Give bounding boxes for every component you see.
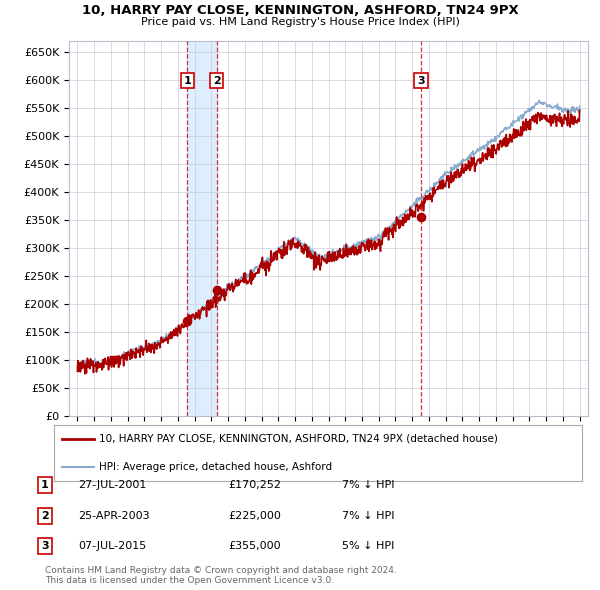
Text: £170,252: £170,252	[228, 480, 281, 490]
Text: Price paid vs. HM Land Registry's House Price Index (HPI): Price paid vs. HM Land Registry's House …	[140, 17, 460, 27]
Text: Contains HM Land Registry data © Crown copyright and database right 2024.
This d: Contains HM Land Registry data © Crown c…	[45, 566, 397, 585]
Text: 10, HARRY PAY CLOSE, KENNINGTON, ASHFORD, TN24 9PX (detached house): 10, HARRY PAY CLOSE, KENNINGTON, ASHFORD…	[99, 434, 498, 444]
Text: 3: 3	[41, 542, 49, 551]
Text: 2: 2	[213, 76, 221, 86]
Text: 27-JUL-2001: 27-JUL-2001	[78, 480, 146, 490]
Text: 1: 1	[41, 480, 49, 490]
Bar	[187, 41, 217, 416]
Text: 7% ↓ HPI: 7% ↓ HPI	[342, 480, 395, 490]
Text: 3: 3	[417, 76, 425, 86]
Text: HPI: Average price, detached house, Ashford: HPI: Average price, detached house, Ashf…	[99, 462, 332, 472]
Text: £225,000: £225,000	[228, 511, 281, 520]
Text: 7% ↓ HPI: 7% ↓ HPI	[342, 511, 395, 520]
Text: 5% ↓ HPI: 5% ↓ HPI	[342, 542, 394, 551]
Text: 1: 1	[184, 76, 191, 86]
Text: 07-JUL-2015: 07-JUL-2015	[78, 542, 146, 551]
Text: 2: 2	[41, 511, 49, 520]
Text: 10, HARRY PAY CLOSE, KENNINGTON, ASHFORD, TN24 9PX: 10, HARRY PAY CLOSE, KENNINGTON, ASHFORD…	[82, 4, 518, 17]
Text: £355,000: £355,000	[228, 542, 281, 551]
Text: 25-APR-2003: 25-APR-2003	[78, 511, 149, 520]
